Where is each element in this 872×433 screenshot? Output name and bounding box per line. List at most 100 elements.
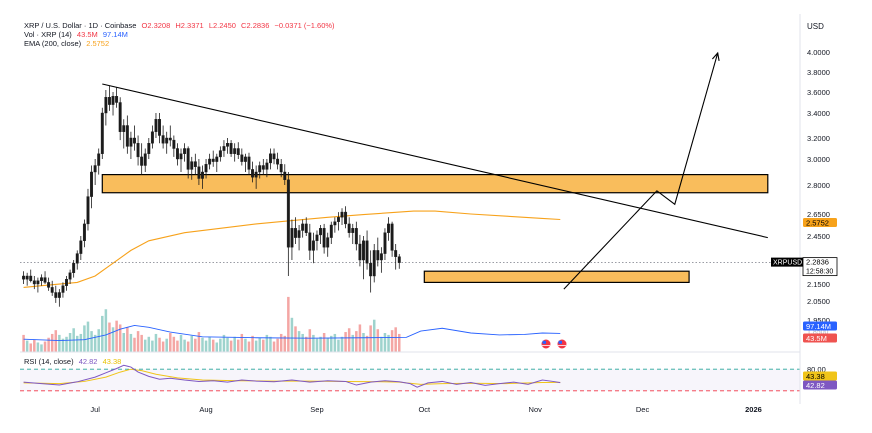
candle [179,148,183,172]
volume-bar [219,338,222,352]
candle [394,244,398,270]
volume-bar [276,338,279,352]
time-axis[interactable]: Jul Aug Sep Oct Nov Dec 2026 [90,405,761,414]
symbol-title[interactable]: XRP / U.S. Dollar · 1D · Coinbase [24,21,137,30]
volume-bar [258,337,261,352]
candle [97,148,101,175]
ema-label[interactable]: EMA (200, close) [24,39,82,48]
currency-label[interactable]: USD [807,22,824,31]
volume-bar [133,337,136,352]
candle-body [111,95,115,105]
volume-bar [158,337,161,352]
candle-body [276,158,280,165]
candle [265,159,269,178]
volume-bar [58,334,61,352]
ohlc-open: O2.3208 [141,21,171,30]
candle-body [100,112,104,154]
projection-arrowhead [711,51,720,61]
candle-body [308,232,312,251]
candle-body [344,211,348,225]
volume-bar [398,333,401,352]
candle [168,125,172,147]
volume-bar [262,339,265,352]
us-flag-icon [540,338,552,350]
candle [136,135,140,166]
candle [165,131,169,154]
volume-bar [129,333,133,352]
candle [322,223,326,254]
candle-body [22,275,26,280]
candle [161,125,165,149]
volume-bar [136,331,140,352]
volume-bar [118,324,122,352]
volume-bar [215,342,219,352]
candle-body [186,148,190,170]
candle-body [387,223,390,233]
volume-bar [287,296,290,352]
candle [233,143,237,162]
volume-legend[interactable]: Vol · XRP (14) 43.5M 97.14M [24,30,131,39]
ohlc-low: L2.2450 [208,21,236,30]
rsi-label[interactable]: RSI (14, close) [24,357,74,366]
candle-body [129,137,133,147]
price-tick-label: 3.4000 [807,109,830,118]
rsi-legend[interactable]: RSI (14, close) 42.82 43.38 [24,357,124,366]
candle [72,260,76,278]
event-flags[interactable] [540,338,568,350]
volume-bar [122,333,126,352]
volume-bar [47,337,50,352]
ema-legend[interactable]: EMA (200, close) 2.5752 [24,39,112,48]
volume-label[interactable]: Vol · XRP (14) [24,30,72,39]
candle-body [90,171,94,197]
volume-bar [365,335,369,352]
candle [93,159,97,185]
candle-body [29,275,33,282]
volume-bar [22,334,25,352]
candle [251,161,255,183]
candle-body [286,179,290,248]
symbol-legend[interactable]: XRP / U.S. Dollar · 1D · Coinbase O2.320… [24,21,338,30]
candle-body [154,119,158,132]
candle [286,172,290,276]
candle-body [354,228,358,245]
rsi-band [20,369,800,391]
price-axis[interactable]: 4.0000 3.8000 3.6000 3.4000 3.2000 3.0000 2.80… [20,14,830,404]
volume-bar [344,332,347,352]
candle [215,153,219,172]
volume-ma-line [23,324,561,342]
candle [125,115,129,154]
candle [29,269,33,283]
rsi-ma-tag-bg [803,371,837,381]
volume-bar [101,315,104,352]
volume-bar [269,336,272,352]
candle-body [215,156,219,162]
volume-bar [297,331,301,352]
price-tick-label: 1.9500 [807,316,830,325]
price-tick-label: 3.0000 [807,155,830,164]
candle-body [283,171,287,181]
time-tick-label: Sep [310,405,323,414]
candle [193,153,197,175]
candle [283,164,287,185]
volume-bar [151,340,154,352]
volume-bar [97,329,100,352]
candle-body [190,161,194,170]
candle [304,217,308,236]
volume-bar [319,336,322,352]
hidden-price-tick: 1.8500 [807,329,829,336]
candle-body [290,228,294,248]
volume-bar [154,333,158,352]
volume-bar [347,328,351,352]
candle [175,143,179,166]
candle-body [340,211,344,218]
candle-body [362,240,365,261]
volume-bar [312,334,315,352]
candle-body [104,97,108,114]
volume-tag: 43.5M [806,334,827,343]
volume-bar [380,336,383,352]
candle-body [347,223,351,233]
volume-bar [340,336,344,352]
volume-bar [326,337,329,352]
